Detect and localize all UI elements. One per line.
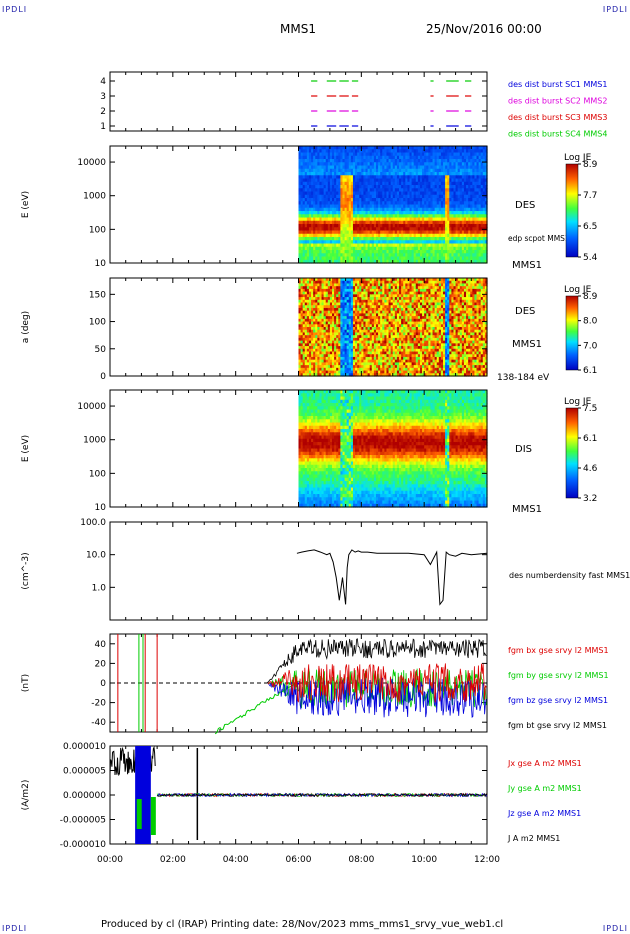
legend-burst-2: des dist burst SC2 MMS2 bbox=[508, 97, 607, 106]
y-tick-label: 10000 bbox=[77, 158, 106, 168]
panel-des-energy: 10 100 1000 10000 E (eV) DES edp scpot MMS1 MMS… bbox=[21, 146, 598, 271]
scpot-label: edp scpot MMS1 bbox=[508, 234, 570, 243]
colorbar-tick-label: 7.7 bbox=[583, 191, 597, 201]
stacked-plot-figure: 1 2 3 4 des dist burst SC1 MMS1 des dist burs… bbox=[0, 0, 630, 934]
des-label: DES bbox=[515, 200, 535, 211]
legend-burst-4: des dist burst SC4 MMS4 bbox=[508, 130, 607, 139]
panel-burst: 1 2 3 4 des dist burst SC1 MMS1 des dist burs… bbox=[100, 72, 607, 139]
legend-burst-1: des dist burst SC1 MMS1 bbox=[508, 80, 607, 89]
y-tick-label: 1000 bbox=[83, 192, 106, 202]
y-tick-label: 2 bbox=[100, 107, 106, 117]
colorbar-tick-label: 8.9 bbox=[583, 160, 598, 170]
colorbar-tick-label: 5.4 bbox=[583, 253, 598, 263]
y-axis-label: E (eV) bbox=[21, 191, 31, 218]
colorbar-tick-label: 6.5 bbox=[583, 222, 597, 232]
y-tick-label: 10 bbox=[95, 259, 107, 269]
mms1-label: MMS1 bbox=[512, 260, 542, 271]
y-tick-label: 1 bbox=[100, 122, 106, 132]
y-tick-label: 4 bbox=[100, 77, 106, 87]
y-tick-label: 100 bbox=[89, 225, 106, 235]
y-tick-label: 3 bbox=[100, 92, 106, 102]
colorbar bbox=[566, 164, 578, 257]
legend-burst-3: des dist burst SC3 MMS3 bbox=[508, 113, 607, 122]
